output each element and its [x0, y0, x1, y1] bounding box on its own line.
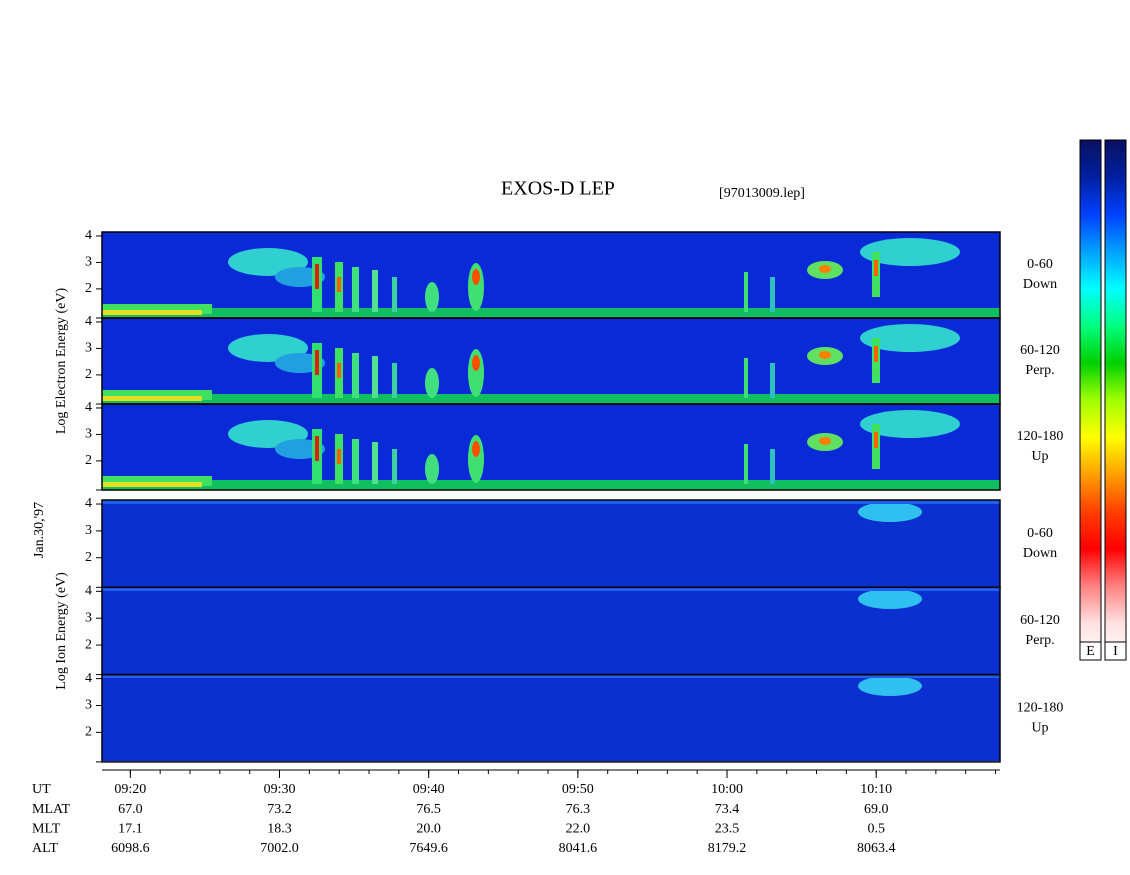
- ephemeris-value: 20.0: [416, 822, 441, 837]
- y-tick-label: 3: [85, 427, 92, 442]
- panel-label: Perp.: [1025, 633, 1054, 648]
- x-tick-label: 09:40: [413, 782, 445, 797]
- ephemeris-value: 76.5: [416, 802, 441, 817]
- y-tick-label: 3: [85, 341, 92, 356]
- colorbar-label: E: [1086, 644, 1095, 659]
- ephemeris-value: 76.3: [566, 802, 591, 817]
- y-tick-label: 2: [85, 281, 92, 296]
- ion-spectrogram: [102, 500, 1000, 761]
- colorbar-label-box: [1104, 641, 1127, 661]
- panel-label: Down: [1023, 546, 1057, 561]
- y-tick-label: 4: [85, 228, 92, 243]
- panel-label: Down: [1023, 277, 1057, 292]
- panel-label: 120-180: [1017, 429, 1064, 444]
- row-label: ALT: [32, 841, 58, 856]
- colorbar-label: I: [1113, 644, 1118, 659]
- panel-label: Perp.: [1025, 363, 1054, 378]
- ephemeris-value: 23.5: [715, 822, 740, 837]
- x-tick-label: 09:50: [562, 782, 594, 797]
- y-tick-label: 4: [85, 400, 92, 415]
- electron-spectrogram: [102, 232, 1000, 490]
- ephemeris-value: 69.0: [864, 802, 889, 817]
- ephemeris-value: 8063.4: [857, 841, 896, 856]
- panel-label: 0-60: [1027, 257, 1053, 272]
- ephemeris-value: 67.0: [118, 802, 143, 817]
- x-tick-label: 10:00: [711, 782, 743, 797]
- panel-label: 0-60: [1027, 526, 1053, 541]
- ephemeris-value: 7002.0: [260, 841, 299, 856]
- panel-frame: [101, 673, 1001, 763]
- x-tick-label: 09:30: [264, 782, 296, 797]
- ephemeris-value: 73.2: [267, 802, 292, 817]
- row-label: MLAT: [32, 802, 71, 817]
- y-tick-label: 4: [85, 671, 92, 686]
- y-tick-label: 2: [85, 725, 92, 740]
- chart-subtitle: [97013009.lep]: [719, 186, 805, 201]
- ephemeris-value: 18.3: [267, 822, 292, 837]
- ephemeris-value: 8041.6: [559, 841, 598, 856]
- date-label: Jan.30,'97: [32, 502, 47, 558]
- y-tick-label: 4: [85, 314, 92, 329]
- y-tick-label: 2: [85, 637, 92, 652]
- row-label: UT: [32, 782, 51, 797]
- ephemeris-value: 0.5: [867, 822, 885, 837]
- panel-label: 60-120: [1020, 613, 1060, 628]
- colorbar-label-box: [1079, 641, 1102, 661]
- ephemeris-value: 8179.2: [708, 841, 747, 856]
- y-tick-label: 3: [85, 610, 92, 625]
- chart-title: EXOS-D LEP: [501, 178, 615, 200]
- y-tick-label: 3: [85, 255, 92, 270]
- panel-label: Up: [1031, 449, 1048, 464]
- ephemeris-value: 7649.6: [409, 841, 448, 856]
- ephemeris-value: 73.4: [715, 802, 740, 817]
- panel-frame: [101, 403, 1001, 491]
- y-tick-label: 2: [85, 367, 92, 382]
- y-tick-label: 2: [85, 453, 92, 468]
- y-tick-label: 4: [85, 496, 92, 511]
- y-tick-label: 4: [85, 584, 92, 599]
- y-tick-label: 3: [85, 698, 92, 713]
- panel-label: Up: [1031, 720, 1048, 735]
- x-tick-label: 09:20: [114, 782, 146, 797]
- colorbar: [1079, 139, 1102, 661]
- ephemeris-value: 22.0: [566, 822, 591, 837]
- y-tick-label: 2: [85, 550, 92, 565]
- y-axis-label: Log Electron Energy (eV): [54, 288, 69, 435]
- panel-label: 120-180: [1017, 700, 1064, 715]
- ephemeris-value: 17.1: [118, 822, 143, 837]
- ephemeris-value: 6098.6: [111, 841, 150, 856]
- y-tick-label: 3: [85, 523, 92, 538]
- row-label: MLT: [32, 822, 61, 837]
- x-tick-label: 10:10: [860, 782, 892, 797]
- colorbar: [1104, 139, 1127, 661]
- panel-label: 60-120: [1020, 343, 1060, 358]
- y-axis-label: Log Ion Energy (eV): [54, 572, 69, 690]
